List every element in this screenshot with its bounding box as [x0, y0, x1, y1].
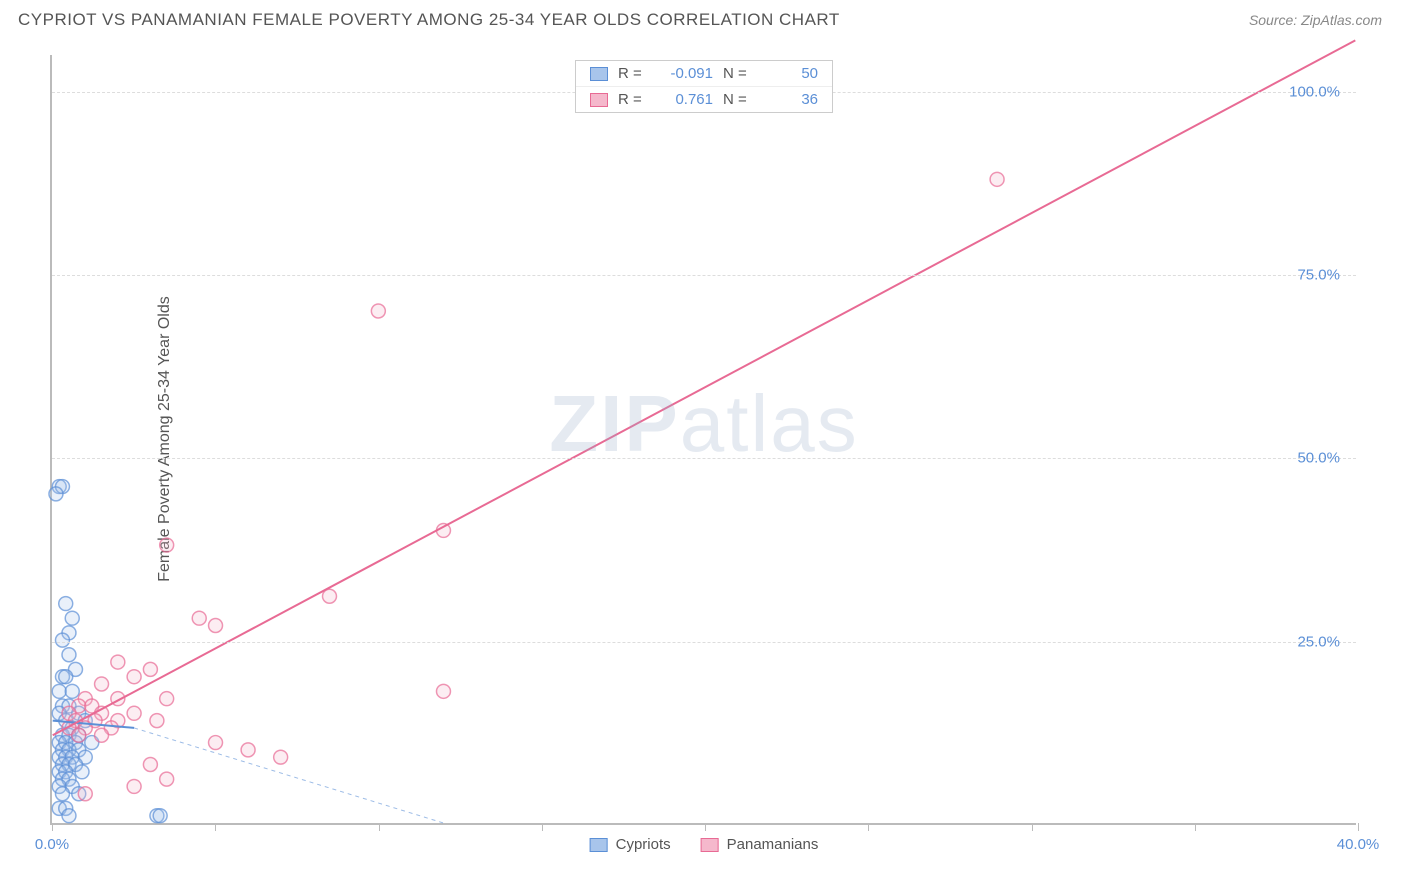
legend-item: Cypriots	[590, 836, 671, 853]
chart-title: CYPRIOT VS PANAMANIAN FEMALE POVERTY AMO…	[18, 10, 840, 30]
x-tick-label: 40.0%	[1337, 836, 1380, 853]
y-tick-label: 25.0%	[1297, 633, 1340, 650]
legend-row: R =-0.091 N =50	[576, 61, 832, 86]
y-tick-label: 50.0%	[1297, 450, 1340, 467]
chart-source: Source: ZipAtlas.com	[1249, 12, 1382, 28]
correlation-legend: R =-0.091 N =50 R =0.761 N =36	[575, 60, 833, 113]
series-legend: Cypriots Panamanians	[590, 836, 819, 853]
chart-plot-area: Female Poverty Among 25-34 Year Olds R =…	[50, 55, 1356, 825]
x-tick-label: 0.0%	[35, 836, 69, 853]
legend-row: R =0.761 N =36	[576, 86, 832, 112]
legend-item: Panamanians	[701, 836, 819, 853]
y-tick-label: 100.0%	[1289, 83, 1340, 100]
scatter-plot-svg	[52, 55, 1356, 823]
y-tick-label: 75.0%	[1297, 267, 1340, 284]
